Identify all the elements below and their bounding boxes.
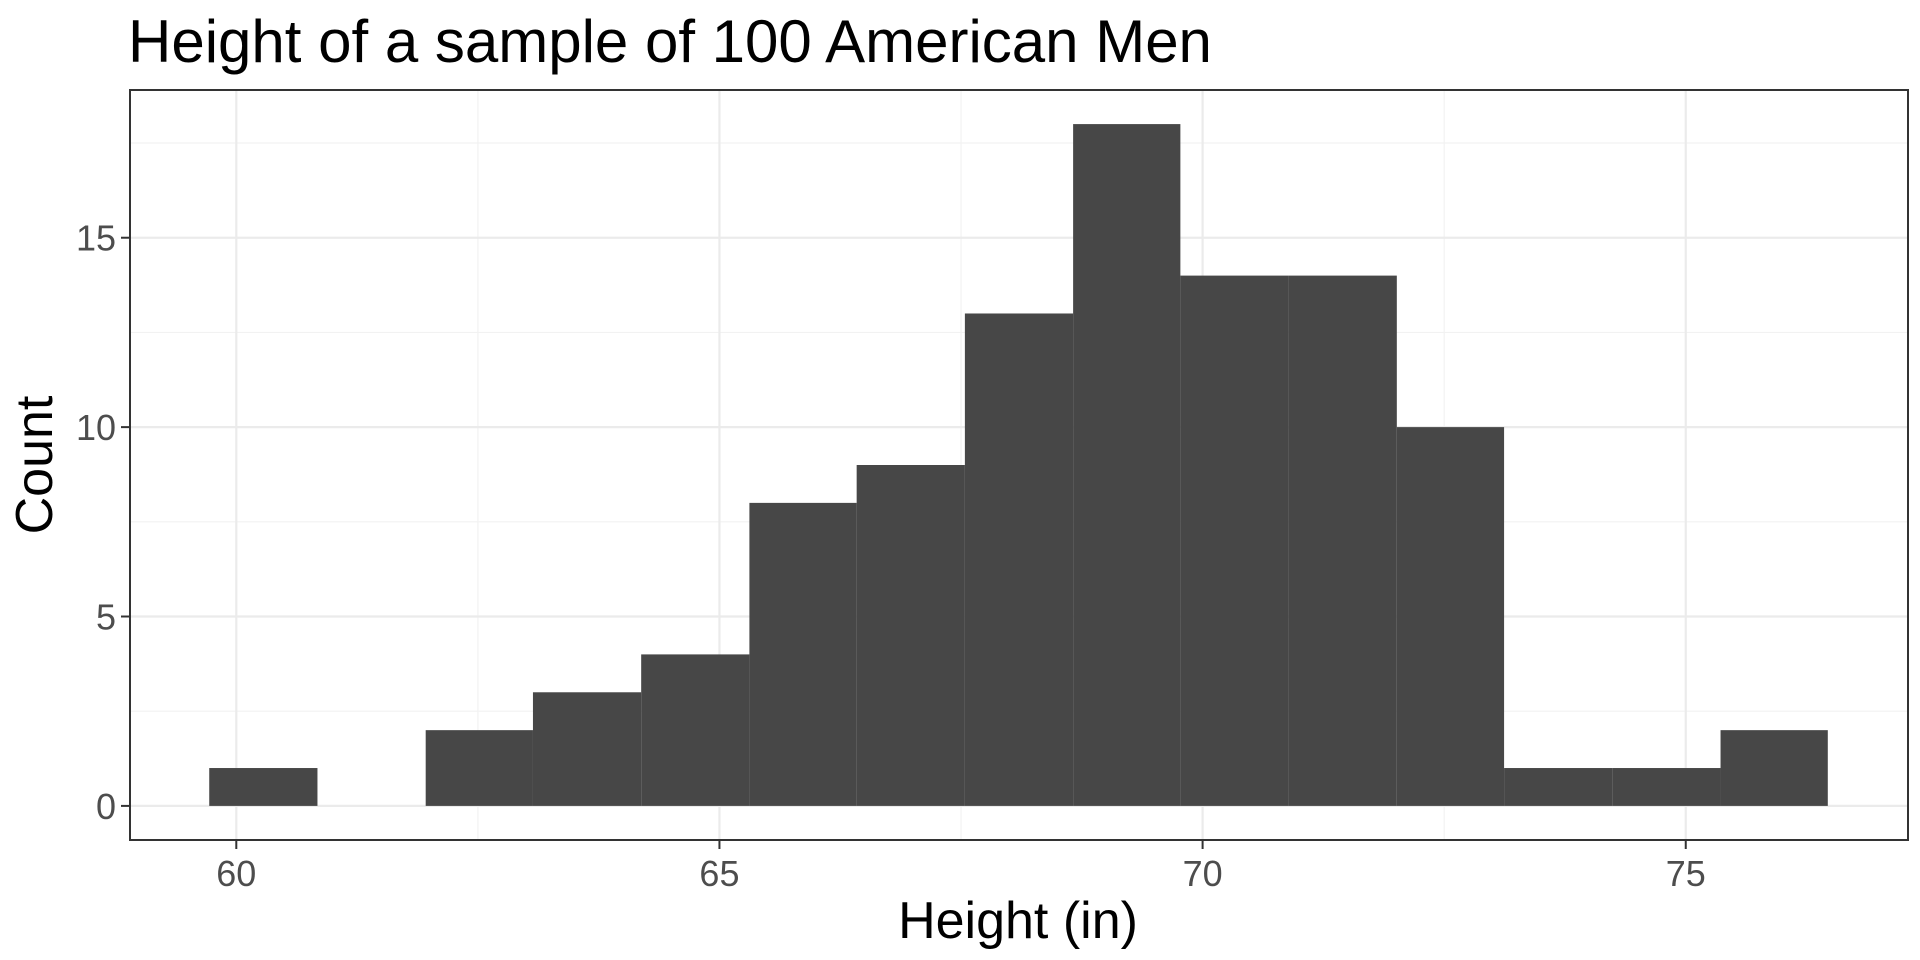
- x-tick-label: 60: [216, 853, 256, 894]
- panel-border: [129, 89, 1909, 841]
- plot-panel: [129, 89, 1909, 841]
- y-tick-label: 0: [96, 786, 116, 827]
- y-axis: 0 5 10 15: [76, 218, 130, 827]
- histogram-bar: [1720, 730, 1828, 806]
- histogram-bar: [749, 502, 857, 806]
- histogram-bar: [1612, 768, 1721, 806]
- histogram-bar: [532, 692, 642, 806]
- y-tick-label: 5: [96, 597, 116, 638]
- x-tick-label: 75: [1666, 853, 1706, 894]
- y-tick-label: 10: [76, 407, 116, 448]
- histogram-bar: [641, 654, 750, 806]
- histogram-bar: [425, 730, 533, 806]
- histogram-bars: [209, 124, 1828, 806]
- histogram-bar: [1073, 124, 1181, 806]
- histogram-bar: [1288, 275, 1397, 806]
- x-axis-title: Height (in): [898, 892, 1138, 950]
- histogram-bar: [209, 768, 318, 806]
- x-axis: 60 65 70 75: [216, 840, 1706, 894]
- y-axis-title: Count: [6, 395, 64, 534]
- histogram-bar: [856, 465, 965, 806]
- histogram-bar: [1180, 275, 1289, 806]
- histogram-bar: [964, 313, 1074, 806]
- histogram-bar: [1396, 427, 1505, 806]
- histogram-bar: [1504, 768, 1613, 806]
- y-tick-label: 15: [76, 218, 116, 259]
- chart-title: Height of a sample of 100 American Men: [128, 8, 1212, 75]
- x-tick-label: 70: [1183, 853, 1223, 894]
- x-tick-label: 65: [699, 853, 739, 894]
